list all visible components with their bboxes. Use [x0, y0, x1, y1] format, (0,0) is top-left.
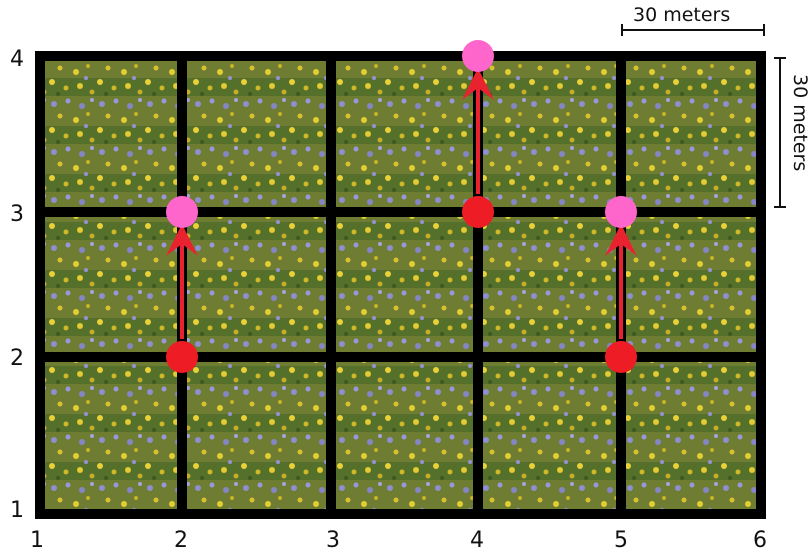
- meadow-tile: [621, 56, 761, 212]
- meadow-tile: [40, 357, 182, 514]
- y-tick-2: 2: [10, 346, 24, 371]
- end-point-marker: [462, 40, 494, 72]
- start-point-marker: [462, 196, 494, 228]
- meadow-tile: [478, 212, 621, 357]
- horizontal-scale-label: 30 meters: [633, 4, 731, 26]
- y-tick-3: 3: [10, 202, 24, 227]
- y-tick-1: 1: [10, 498, 24, 523]
- meadow-tile: [331, 56, 478, 212]
- x-tick-4: 4: [470, 528, 484, 553]
- vertical-scale-label: 30 meters: [789, 74, 811, 172]
- x-tick-1: 1: [30, 528, 44, 553]
- meadow-tile: [621, 357, 761, 514]
- meadow-tile: [182, 212, 331, 357]
- x-tick-6: 6: [753, 528, 767, 553]
- meadow-tile: [182, 357, 331, 514]
- meadow-tile: [182, 56, 331, 212]
- x-tick-5: 5: [614, 528, 628, 553]
- movement-arrows: [166, 40, 637, 373]
- start-point-marker: [605, 341, 637, 373]
- scale-bars: [621, 24, 786, 208]
- meadow-tile: [40, 56, 182, 212]
- meadow-tile: [40, 212, 182, 357]
- end-point-marker: [605, 196, 637, 228]
- meadow-tile: [621, 212, 761, 357]
- meadow-tile: [331, 357, 478, 514]
- end-point-marker: [166, 196, 198, 228]
- meadow-tile: [478, 56, 621, 212]
- meadow-tile: [331, 212, 478, 357]
- start-point-marker: [166, 341, 198, 373]
- meadow-tiles: [40, 56, 761, 514]
- x-tick-3: 3: [326, 528, 340, 553]
- x-tick-2: 2: [174, 528, 188, 553]
- y-tick-4: 4: [10, 47, 24, 72]
- meadow-tile: [478, 357, 621, 514]
